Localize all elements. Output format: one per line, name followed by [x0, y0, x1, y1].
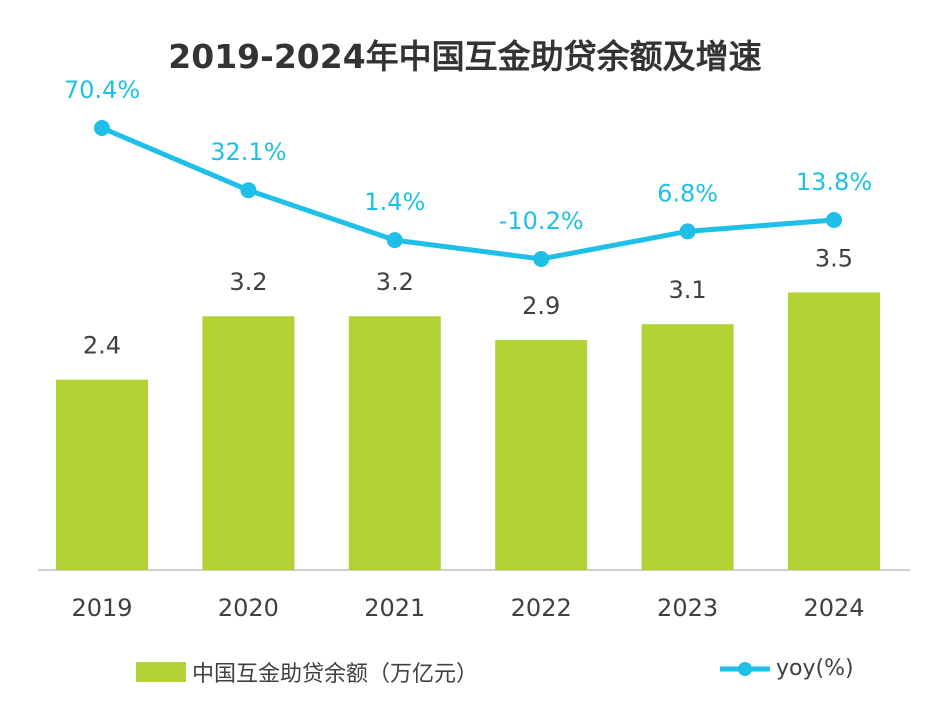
bar [495, 340, 588, 570]
bar-label: 2.9 [522, 292, 560, 320]
x-tick-label: 2019 [71, 594, 132, 622]
yoy-label: 70.4% [64, 76, 140, 104]
bar-label: 3.1 [669, 276, 707, 304]
yoy-point [533, 250, 550, 267]
yoy-point [826, 211, 842, 228]
bar [641, 324, 734, 570]
x-tick-label: 2022 [511, 594, 572, 622]
bar [348, 316, 441, 570]
yoy-label: 6.8% [657, 179, 718, 207]
x-tick-label: 2020 [218, 594, 279, 622]
yoy-label: 13.8% [796, 168, 872, 196]
yoy-label: 32.1% [210, 138, 286, 166]
yoy-label: -10.2% [499, 207, 584, 235]
yoy-point [679, 223, 696, 240]
yoy-point [240, 182, 257, 199]
x-tick-label: 2024 [803, 594, 864, 622]
chart-title: 2019-2024年中国互金助贷余额及增速 [168, 37, 762, 76]
legend-item-bar: 中国互金助贷余额（万亿元） [136, 656, 478, 688]
bar [202, 316, 295, 570]
bar-label: 3.5 [815, 244, 853, 272]
bar [56, 379, 148, 570]
yoy-line [101, 125, 835, 262]
bar-label: 3.2 [229, 268, 267, 296]
yoy-point [386, 232, 403, 249]
x-tick-label: 2023 [657, 594, 718, 622]
legend-swatch-bar [136, 662, 186, 682]
bar [788, 292, 880, 570]
bar-label: 2.4 [83, 332, 121, 360]
bar-label: 3.2 [376, 268, 414, 296]
yoy-point [94, 120, 110, 136]
x-tick-label: 2021 [364, 594, 425, 622]
legend-label-bar: 中国互金助贷余额（万亿元） [192, 662, 479, 687]
yoy-label: 1.4% [364, 188, 425, 216]
legend-item-line: yoy(%) [720, 656, 854, 681]
legend-label-line: yoy(%) [776, 656, 854, 681]
legend-swatch-line [720, 661, 770, 676]
